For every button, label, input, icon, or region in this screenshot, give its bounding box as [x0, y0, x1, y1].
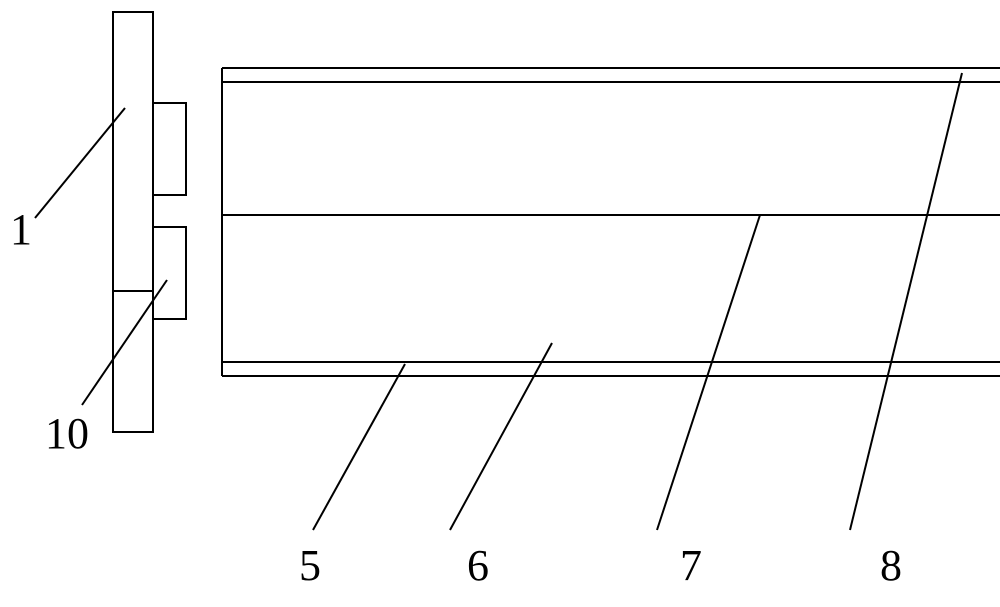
- label-1: 1: [10, 205, 32, 254]
- label-7: 7: [680, 541, 702, 590]
- label-5: 5: [299, 541, 321, 590]
- leader-8: [850, 73, 962, 530]
- part-lower-block: [153, 227, 186, 319]
- leader-6: [450, 343, 552, 530]
- technical-diagram: 1 10 5 6 7 8: [0, 0, 1000, 607]
- label-6: 6: [467, 541, 489, 590]
- part-upper-block: [153, 103, 186, 195]
- label-10: 10: [45, 409, 89, 458]
- part-vertical-plate: [113, 12, 153, 432]
- leader-1: [35, 108, 125, 218]
- label-8: 8: [880, 541, 902, 590]
- leader-7: [657, 215, 760, 530]
- leader-5: [313, 364, 405, 530]
